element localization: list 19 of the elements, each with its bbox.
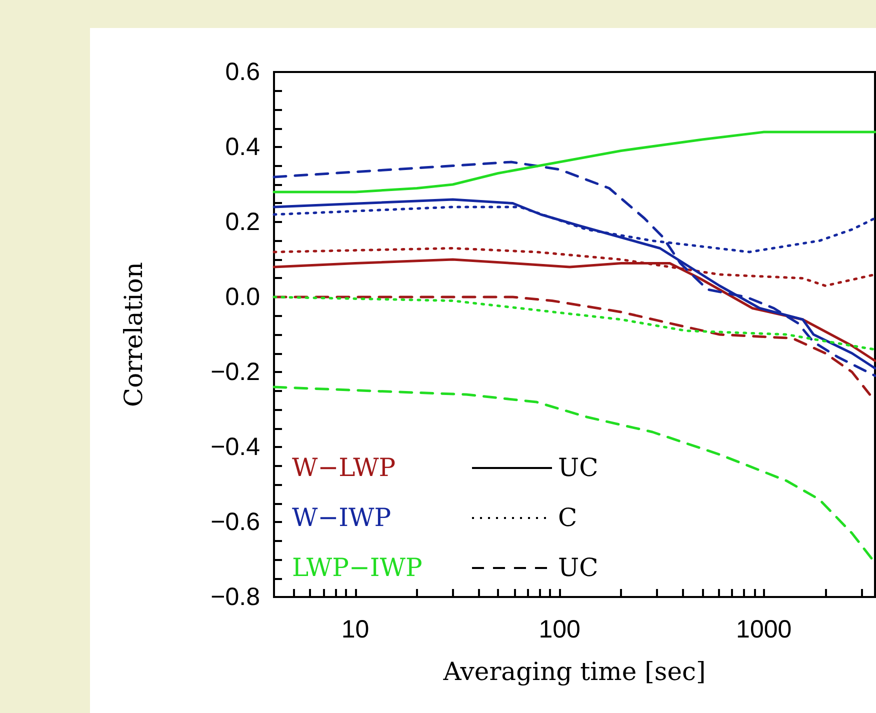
y-tick-label: 0.4 <box>225 133 260 161</box>
y-tick-label: 0.6 <box>225 58 260 86</box>
y-tick-label: −0.2 <box>210 358 260 386</box>
x-tick-label: 1000 <box>736 616 792 644</box>
x-axis-title: Averaging time [sec] <box>442 657 706 686</box>
y-tick-label: 0.0 <box>225 283 260 311</box>
x-tick-label: 100 <box>538 616 580 644</box>
annotation: C <box>558 502 578 534</box>
y-tick-label: −0.8 <box>210 583 260 611</box>
y-tick-label: −0.4 <box>210 433 260 461</box>
y-axis-title: Correlation <box>119 262 148 407</box>
x-tick-label: 10 <box>341 616 370 644</box>
annotation: UC <box>558 452 598 484</box>
annotation: LWP−IWP <box>292 552 424 584</box>
annotation: W−IWP <box>292 502 392 534</box>
annotation: W−LWP <box>292 452 397 484</box>
annotation: UC <box>558 552 598 584</box>
y-tick-label: 0.2 <box>225 208 260 236</box>
y-tick-label: −0.6 <box>210 508 260 536</box>
